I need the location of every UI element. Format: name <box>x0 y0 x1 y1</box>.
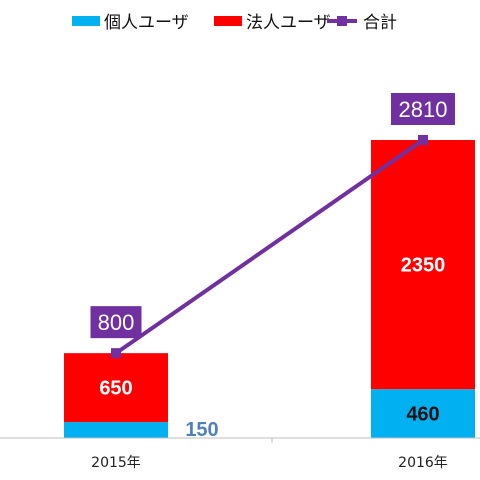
legend: 個人ユーザ 法人ユーザ 合計 <box>72 13 397 33</box>
data-label: 460 <box>406 404 439 426</box>
legend-label: 合計 <box>363 13 397 33</box>
bars: 150 650 460 2350 <box>64 140 475 441</box>
x-tick-label: 2016年 <box>398 455 448 471</box>
total-marker <box>418 135 428 145</box>
legend-label: 個人ユーザ <box>104 13 189 33</box>
data-label: 150 <box>185 419 218 441</box>
total-label-box <box>391 93 455 125</box>
bar-segment <box>64 353 168 423</box>
bar-segment <box>371 389 475 438</box>
legend-swatch <box>214 16 242 26</box>
data-label: 650 <box>99 378 132 400</box>
bar-segment <box>64 422 168 438</box>
x-axis-ticks: 2015年 2016年 <box>91 438 448 471</box>
total-line-layer: 800 2810 <box>90 93 455 359</box>
total-label: 2810 <box>399 97 448 122</box>
bar-segment <box>371 140 475 390</box>
total-marker <box>111 348 121 359</box>
legend-marker <box>337 16 347 26</box>
data-label: 2350 <box>401 255 446 277</box>
x-tick-label: 2015年 <box>91 455 141 471</box>
total-label-box <box>90 306 142 339</box>
total-label: 800 <box>98 310 135 335</box>
total-line <box>114 138 425 355</box>
legend-swatch <box>72 16 100 26</box>
legend-label: 法人ユーザ <box>246 13 331 33</box>
